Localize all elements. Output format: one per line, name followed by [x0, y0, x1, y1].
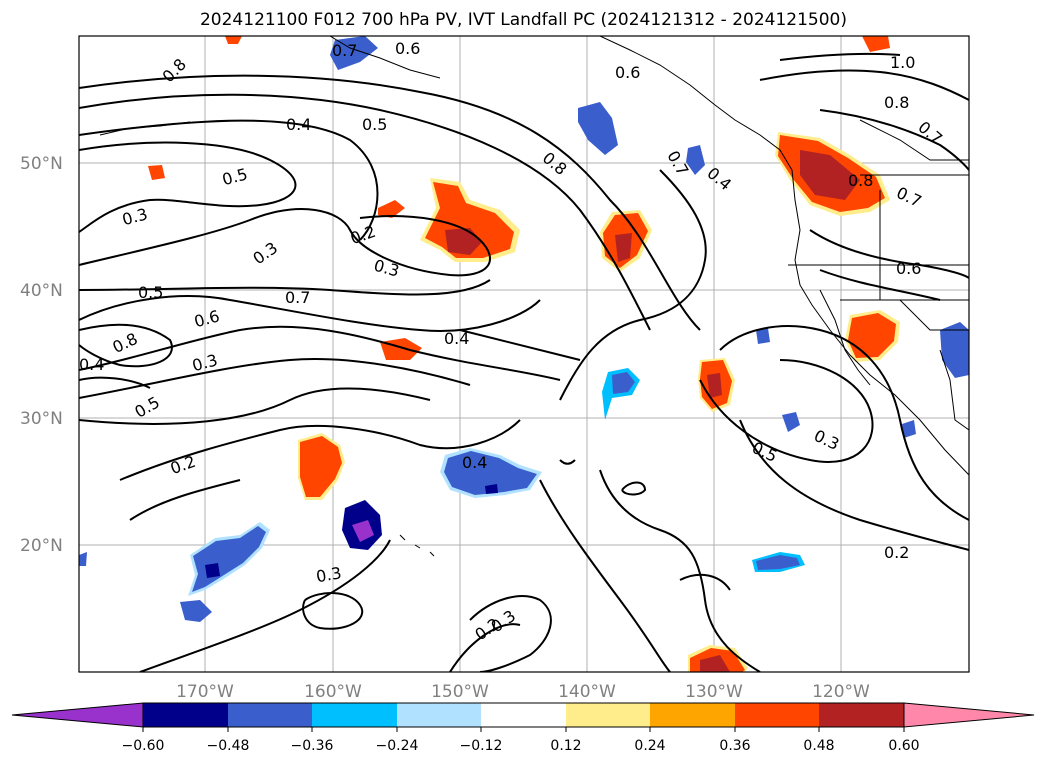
anomaly-blob [700, 655, 730, 672]
colorbar-swatch [312, 703, 397, 727]
anomaly-blob [707, 373, 722, 398]
colorbar-ticks [142, 727, 905, 732]
anomaly-blob [578, 102, 618, 155]
lat-label: 40°N [20, 281, 63, 301]
anomaly-blob [378, 200, 405, 218]
colorbar-tick-label: 0.48 [803, 738, 834, 754]
anomaly-blob [205, 563, 220, 578]
anomaly-blob [862, 36, 890, 52]
colorbar-tick-label: −0.24 [376, 738, 419, 754]
anomaly-blob [180, 600, 212, 622]
latitude-labels: 50°N 40°N 30°N 20°N [20, 154, 63, 556]
colorbar-extend-high [903, 702, 1035, 728]
anomaly-blob [902, 420, 916, 438]
negative-anomaly-shading [79, 36, 969, 622]
colorbar-tick-label: −0.12 [460, 738, 503, 754]
anomaly-blob [300, 436, 342, 497]
anomaly-blob [225, 36, 242, 44]
colorbar-swatch [481, 703, 566, 727]
colorbar: −0.60 −0.48 −0.36 −0.24 −0.12 0.12 0.24 … [11, 702, 1035, 754]
colorbar-tick-label: −0.36 [291, 738, 334, 754]
colorbar-swatch [819, 703, 904, 727]
lat-label: 30°N [20, 409, 63, 429]
colorbar-swatch [397, 703, 481, 727]
contour-label: 0.8 [848, 171, 873, 190]
lon-label: 120°W [812, 682, 870, 702]
colorbar-swatch [650, 703, 735, 727]
anomaly-blob [782, 412, 800, 432]
colorbar-swatch [228, 703, 312, 727]
anomaly-blob [79, 552, 87, 566]
anomaly-blob [485, 484, 498, 494]
anomaly-blob [848, 313, 896, 358]
anomaly-blob [612, 372, 635, 394]
contour-label: 0.2 [884, 543, 909, 562]
map-frame [78, 35, 970, 673]
colorbar-tick-label: 0.12 [550, 738, 581, 754]
colorbar-extend-low [11, 702, 144, 728]
lon-label: 140°W [558, 682, 616, 702]
contour-label: 0.5 [362, 115, 387, 134]
lon-label: 160°W [304, 682, 362, 702]
lon-label: 130°W [685, 682, 743, 702]
contour-label: 0.7 [332, 41, 357, 60]
anomaly-blob [330, 36, 378, 70]
anomaly-blob [756, 328, 770, 344]
contour-label: 0.8 [884, 93, 909, 112]
lat-label: 20°N [20, 536, 63, 556]
colorbar-tick-label: 0.24 [634, 738, 665, 754]
anomaly-blob [352, 520, 374, 542]
contour-label: 0.6 [896, 259, 921, 278]
anomaly-blob [940, 322, 969, 378]
colorbar-frame [142, 702, 905, 728]
lat-label: 50°N [20, 154, 63, 174]
anomaly-blob [615, 233, 632, 262]
contour-label: 0.6 [395, 39, 420, 58]
colorbar-tick-label: 0.36 [719, 738, 750, 754]
contour-label: 0.4 [286, 115, 311, 134]
contour-label: 0.5 [138, 283, 163, 302]
colorbar-swatch [143, 703, 228, 727]
contour-label: 0.3 [315, 563, 343, 586]
contour-label: 1.0 [890, 53, 915, 72]
anomaly-blob [800, 150, 860, 200]
lon-label: 170°W [176, 682, 234, 702]
lon-label: 150°W [431, 682, 489, 702]
colorbar-tick-label: 0.60 [888, 738, 919, 754]
pv-contours [79, 52, 969, 672]
colorbar-tick-label: −0.60 [122, 738, 165, 754]
longitude-labels: 170°W 160°W 150°W 140°W 130°W 120°W [176, 682, 870, 702]
contour-label: 0.4 [444, 329, 469, 348]
anomaly-blob [148, 165, 165, 180]
contour-label: 0.6 [615, 63, 640, 82]
colorbar-swatch [735, 703, 819, 727]
contour-label: 0.4 [462, 453, 487, 472]
anomaly-blob [686, 145, 705, 175]
colorbar-tick-label: −0.48 [207, 738, 250, 754]
figure-title: 2024121100 F012 700 hPa PV, IVT Landfall… [199, 10, 847, 30]
contour-label: 0.7 [285, 288, 310, 307]
anomaly-blob [756, 555, 800, 570]
contour-label: 0.4 [79, 355, 104, 374]
colorbar-swatch [566, 703, 650, 727]
positive-anomaly-shading [148, 36, 900, 672]
anomaly-blob [444, 451, 537, 495]
